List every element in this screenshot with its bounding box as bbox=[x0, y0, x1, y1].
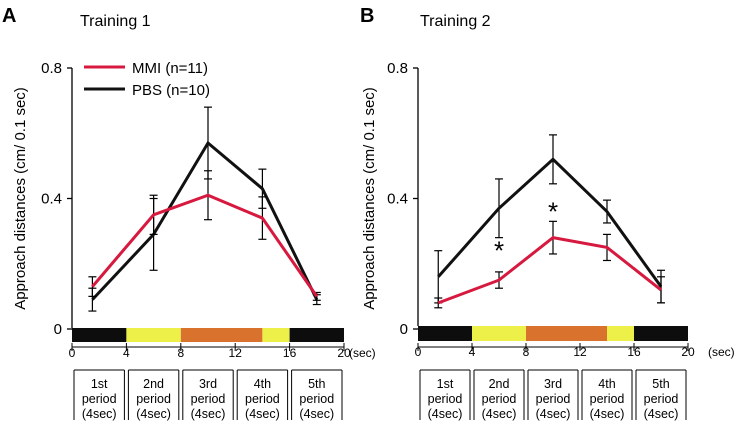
series-line-pbs bbox=[437, 157, 663, 288]
period-label: (4sec) bbox=[299, 407, 334, 421]
period-label: period bbox=[299, 392, 334, 406]
stimulus-segment-orange bbox=[180, 328, 263, 342]
x-tick-label: 0 bbox=[69, 346, 76, 360]
series-line-mmi bbox=[91, 193, 319, 298]
y-axis-title: Approach distances (cm/ 0.1 sec) bbox=[12, 87, 29, 310]
x-tick-label: 16 bbox=[283, 346, 297, 360]
period-label: (4sec) bbox=[644, 407, 679, 421]
period-label: period bbox=[590, 392, 625, 406]
panel-letter: B bbox=[360, 5, 374, 27]
series-line-mmi bbox=[437, 236, 662, 305]
stimulus-segment-black bbox=[72, 328, 127, 342]
y-tick-label: 0.8 bbox=[387, 60, 408, 77]
period-label: period bbox=[191, 392, 226, 406]
period-label: 4th bbox=[254, 377, 271, 391]
y-tick-label: 0 bbox=[54, 321, 62, 338]
period-label: 5th bbox=[308, 377, 325, 391]
period-label: period bbox=[482, 392, 517, 406]
legend-label-pbs: PBS (n=10) bbox=[132, 82, 210, 99]
period-label: (4sec) bbox=[428, 407, 463, 421]
period-label: period bbox=[644, 392, 679, 406]
x-tick-label: 12 bbox=[573, 345, 587, 359]
y-tick-label: 0.4 bbox=[41, 191, 62, 208]
x-tick-label: 0 bbox=[415, 345, 422, 359]
period-label: 5th bbox=[652, 377, 669, 391]
x-tick-label: 16 bbox=[627, 345, 641, 359]
x-tick-label: 4 bbox=[123, 346, 130, 360]
stimulus-segment-yellow bbox=[262, 328, 290, 342]
period-label: (4sec) bbox=[482, 407, 517, 421]
period-label: (4sec) bbox=[191, 407, 226, 421]
stimulus-segment-black bbox=[289, 328, 344, 342]
period-label: 3rd bbox=[199, 377, 217, 391]
y-axis-title: Approach distances (cm/ 0.1 sec) bbox=[361, 87, 378, 310]
panel-letter: A bbox=[2, 5, 16, 27]
stimulus-segment-black bbox=[634, 326, 688, 341]
panel-title: Training 1 bbox=[80, 13, 151, 30]
x-tick-label: 12 bbox=[229, 346, 243, 360]
series-line-pbs bbox=[91, 140, 319, 301]
period-label: (4sec) bbox=[245, 407, 280, 421]
x-tick-label: 20 bbox=[337, 346, 351, 360]
significance-star: * bbox=[494, 235, 504, 265]
y-tick-label: 0.4 bbox=[387, 191, 408, 208]
x-axis-unit: (sec) bbox=[349, 346, 376, 360]
period-label: 3rd bbox=[544, 377, 562, 391]
x-tick-label: 8 bbox=[523, 345, 530, 359]
period-label: period bbox=[428, 392, 463, 406]
period-label: (4sec) bbox=[536, 407, 571, 421]
period-label: period bbox=[136, 392, 171, 406]
period-label: 2nd bbox=[489, 377, 510, 391]
panel-title: Training 2 bbox=[420, 13, 491, 30]
period-label: 1st bbox=[91, 377, 108, 391]
period-label: period bbox=[536, 392, 571, 406]
period-label: (4sec) bbox=[136, 407, 171, 421]
stimulus-segment-black bbox=[418, 326, 472, 341]
period-label: (4sec) bbox=[590, 407, 625, 421]
stimulus-segment-yellow bbox=[472, 326, 526, 341]
y-tick-label: 0.8 bbox=[41, 60, 62, 77]
period-label: (4sec) bbox=[82, 407, 117, 421]
x-tick-label: 20 bbox=[681, 345, 695, 359]
period-label: 1st bbox=[437, 377, 454, 391]
panel-b: B Training 2 0 0.4 0.8 Approach distances (cm… bbox=[360, 5, 735, 421]
significance-star: * bbox=[548, 196, 558, 226]
x-tick-label: 8 bbox=[177, 346, 184, 360]
stimulus-segment-orange bbox=[526, 326, 607, 341]
stimulus-segment-yellow bbox=[607, 326, 634, 341]
stimulus-segment-yellow bbox=[126, 328, 181, 342]
panel-a: A Training 1 0 0.4 0.8 Approach distances (cm… bbox=[2, 5, 376, 421]
x-tick-label: 4 bbox=[469, 345, 476, 359]
period-label: period bbox=[82, 392, 117, 406]
x-axis-unit: (sec) bbox=[708, 345, 735, 359]
period-label: period bbox=[245, 392, 280, 406]
period-label: 2nd bbox=[143, 377, 164, 391]
y-tick-label: 0 bbox=[400, 321, 408, 338]
legend-label-mmi: MMI (n=11) bbox=[132, 60, 208, 77]
period-label: 4th bbox=[598, 377, 615, 391]
